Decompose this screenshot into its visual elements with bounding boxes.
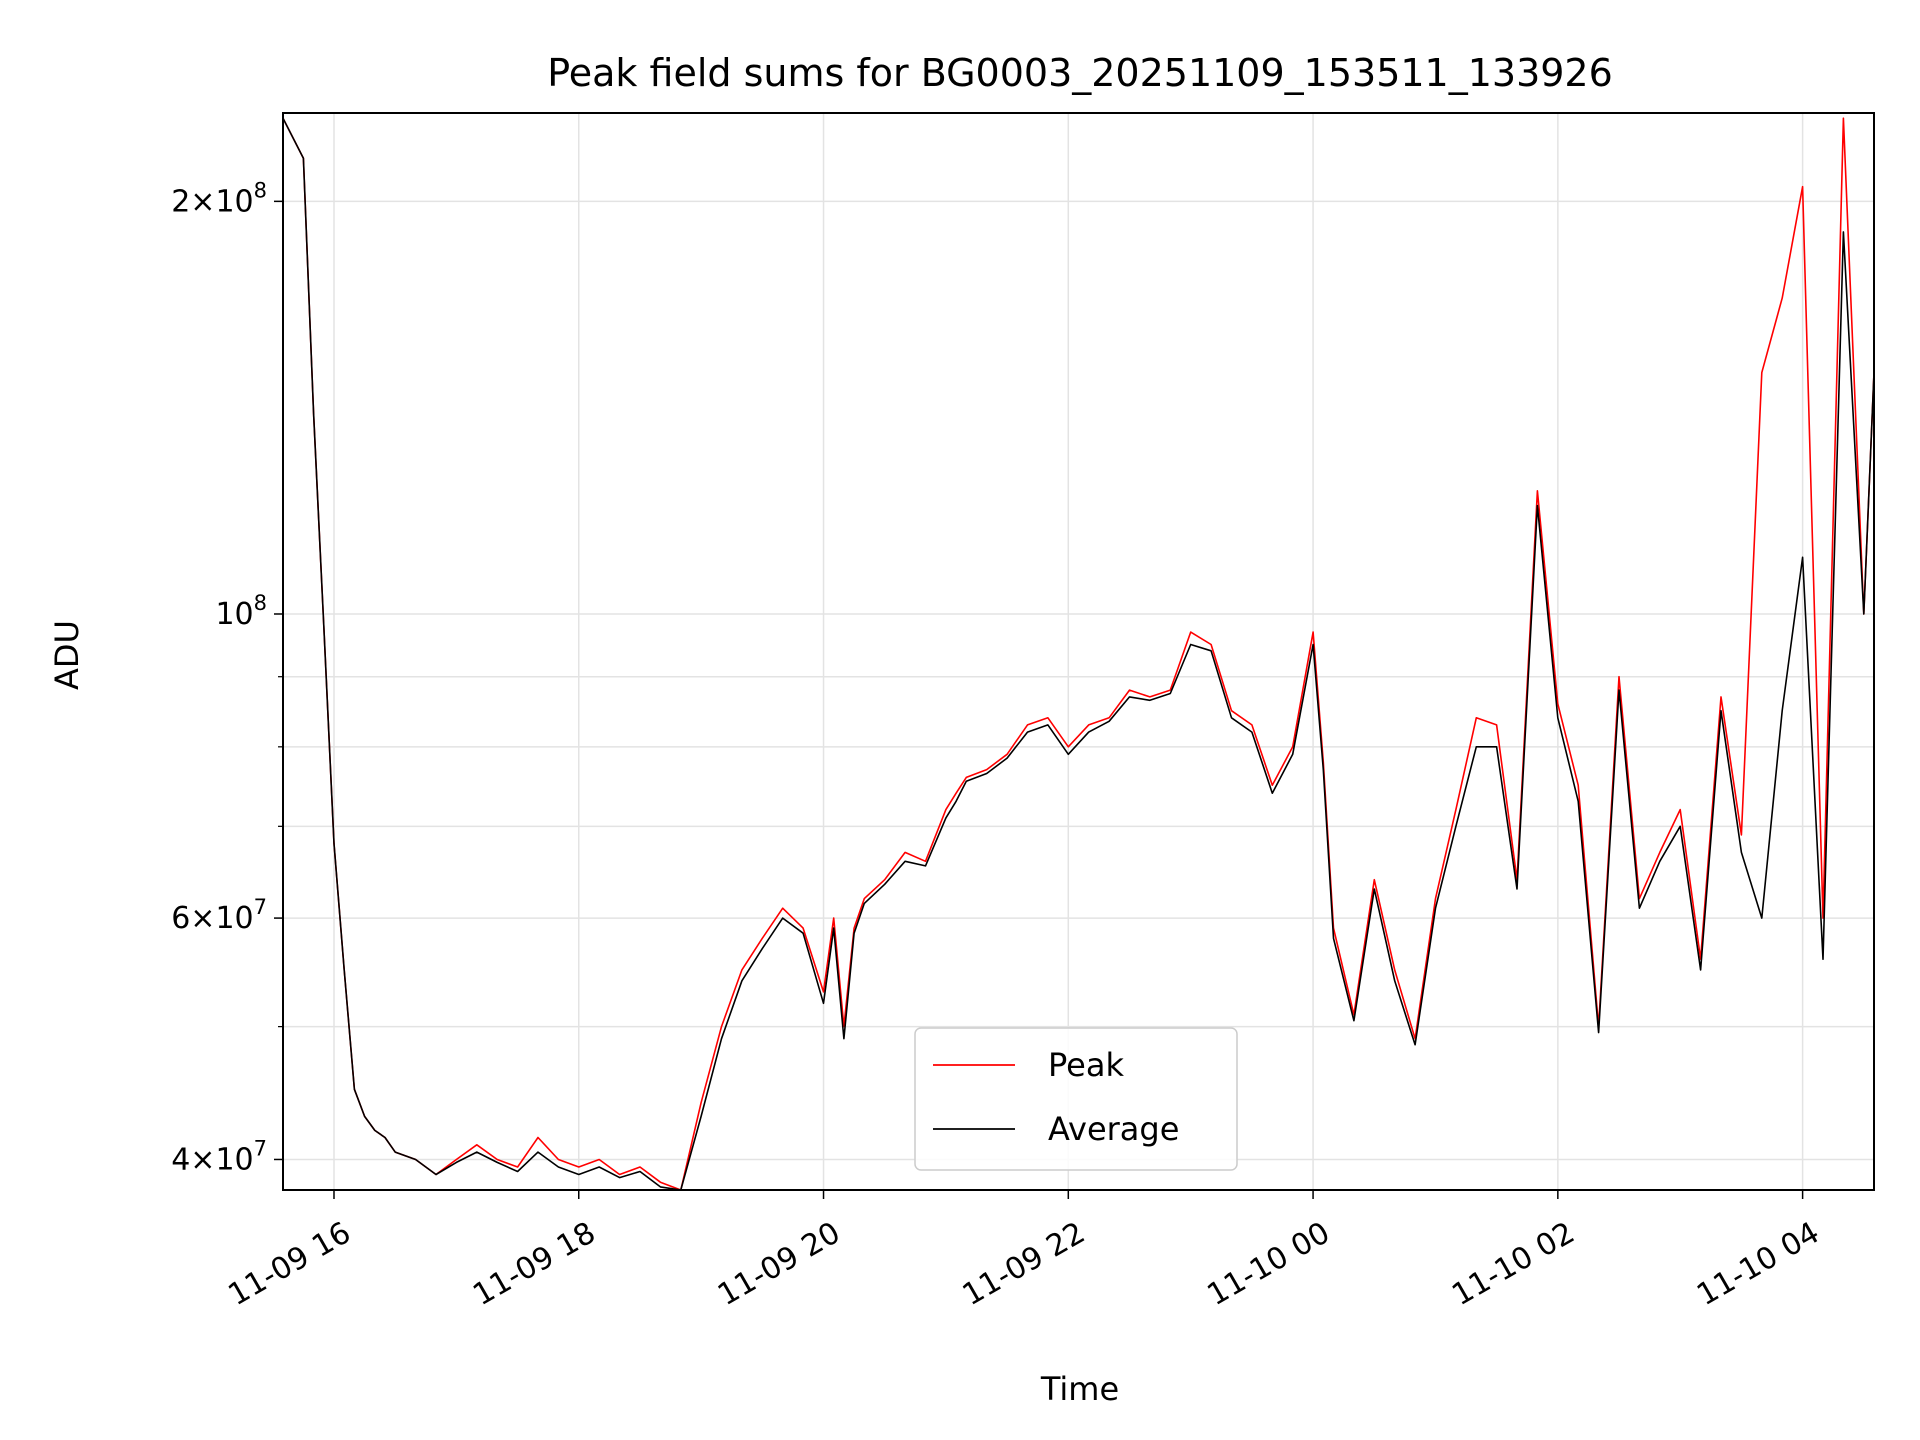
y-tick-base: 2	[171, 184, 190, 219]
y-tick-times: ×	[190, 184, 215, 219]
legend-label-peak: Peak	[1048, 1046, 1124, 1084]
y-tick-base: 4	[171, 1142, 190, 1177]
y-axis-title: ADU	[48, 620, 86, 690]
y-tick-label: 6×107	[171, 895, 267, 936]
chart-title: Peak field sums for BG0003_20251109_1535…	[547, 51, 1613, 95]
x-tick-label: 11-09 16	[222, 1215, 356, 1313]
x-tick-label: 11-10 00	[1202, 1215, 1336, 1313]
legend-box	[914, 1027, 1238, 1171]
y-tick-label: 2×108	[171, 178, 267, 219]
x-tick-label: 11-09 20	[712, 1215, 846, 1313]
y-tick-label: 4×107	[171, 1136, 267, 1177]
y-tick-ten: 10	[215, 901, 253, 936]
x-axis: 11-09 16 11-09 18 11-09 20 11-09 22 11-10 00…	[222, 1190, 1825, 1313]
x-tick-label: 11-09 22	[957, 1215, 1091, 1313]
y-tick-ten: 10	[215, 597, 253, 632]
x-tick-label: 11-10 04	[1691, 1215, 1825, 1313]
legend-label-average: Average	[1048, 1110, 1179, 1148]
y-tick-exponent: 8	[254, 178, 267, 202]
y-tick-times: ×	[190, 901, 215, 936]
plot-area-frame	[282, 112, 1875, 1191]
y-tick-exponent: 7	[254, 895, 267, 919]
x-tick-label: 11-10 02	[1446, 1215, 1580, 1313]
legend: Peak Average	[914, 1027, 1238, 1171]
series-line-peak	[283, 117, 1874, 1190]
x-axis-title: Time	[1040, 1370, 1119, 1408]
y-tick-label: 108	[215, 591, 267, 632]
y-tick-ten: 10	[215, 1142, 253, 1177]
series-layer	[283, 117, 1874, 1190]
y-tick-exponent: 8	[254, 591, 267, 615]
y-tick-ten: 10	[215, 184, 253, 219]
series-line-average	[283, 117, 1874, 1190]
x-tick-label: 11-09 18	[467, 1215, 601, 1313]
y-tick-base: 6	[171, 901, 190, 936]
y-tick-times: ×	[190, 1142, 215, 1177]
y-tick-exponent: 7	[254, 1136, 267, 1160]
